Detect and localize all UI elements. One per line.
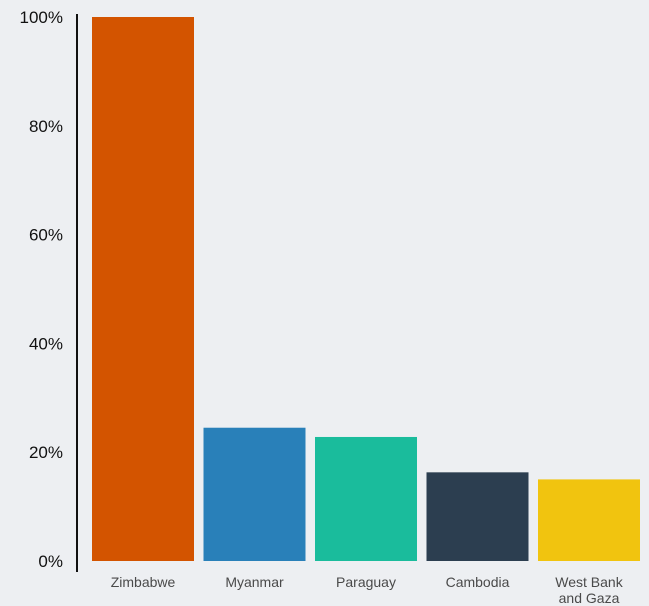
x-tick-label: Cambodia	[446, 574, 510, 590]
y-tick-label: 20%	[29, 443, 63, 462]
x-axis-labels: Zimbabwe Myanmar Paraguay Cambodia West Bank…	[111, 574, 624, 606]
x-tick-label: Zimbabwe	[111, 574, 176, 590]
bars	[92, 17, 640, 561]
y-tick-label: 60%	[29, 226, 63, 245]
x-tick-label-line: Myanmar	[225, 574, 284, 590]
x-tick-label: Myanmar	[225, 574, 284, 590]
y-axis: 0% 20% 40% 60% 80% 100%	[20, 8, 78, 572]
bar	[315, 436, 417, 561]
x-tick-label: West Bank and Gaza	[555, 574, 623, 606]
y-tick-label: 40%	[29, 334, 63, 353]
x-tick-label-line: West Bank	[555, 574, 623, 590]
y-tick-label: 80%	[29, 117, 63, 136]
y-tick-label: 100%	[20, 8, 63, 27]
bar	[538, 479, 640, 561]
bar	[203, 427, 306, 561]
x-tick-label-line: and Gaza	[559, 590, 620, 606]
y-tick-label: 0%	[38, 552, 63, 571]
bar	[426, 472, 529, 561]
bar	[92, 17, 194, 561]
x-tick-label-line: Zimbabwe	[111, 574, 176, 590]
x-tick-label-line: Cambodia	[446, 574, 510, 590]
x-tick-label-line: Paraguay	[336, 574, 396, 590]
x-tick-label: Paraguay	[336, 574, 396, 590]
